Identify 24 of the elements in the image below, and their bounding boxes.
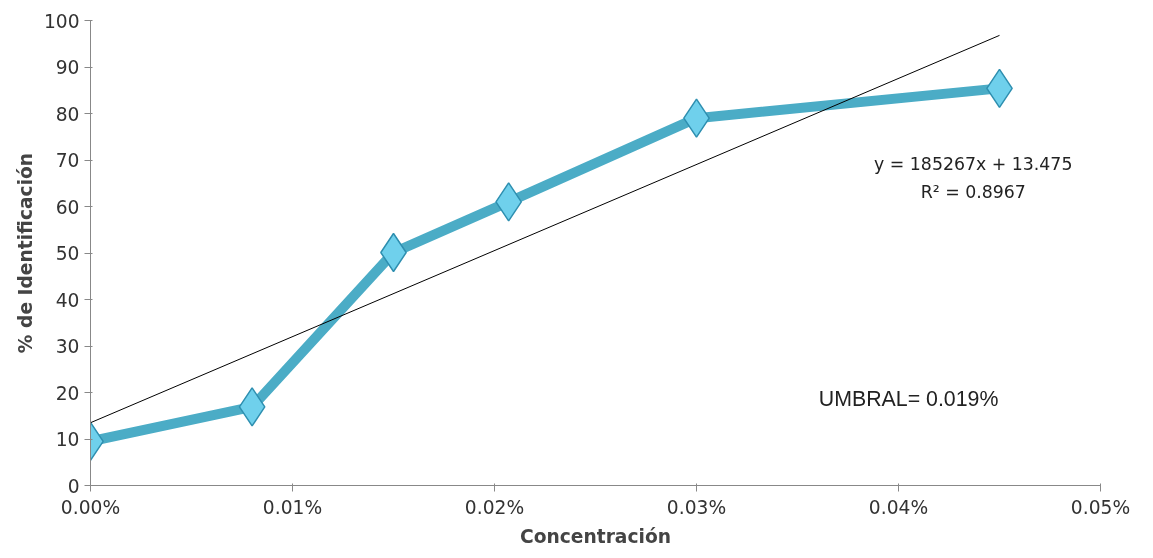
annotation: y = 185267x + 13.475	[874, 153, 1073, 174]
y-tick-label: 0	[67, 475, 80, 497]
x-tick-label: 0.04%	[868, 496, 929, 518]
point	[495, 182, 523, 222]
y-tick-label: 70	[55, 150, 80, 171]
annotation: UMBRAL= 0.019%	[818, 387, 999, 412]
y-tick-label: 100	[43, 10, 80, 32]
point	[238, 387, 266, 427]
y-tick-label: 60	[55, 196, 80, 218]
annotation: R² = 0.8967	[920, 181, 1026, 202]
y-tick-label: 10	[55, 429, 80, 450]
x-axis-title: Concentración	[519, 525, 672, 547]
x-tick-label: 0.01%	[262, 496, 323, 518]
x-tick-label: 0.02%	[464, 496, 525, 518]
y-tick-label: 30	[55, 336, 80, 357]
x-tick-label: 0.03%	[666, 496, 727, 518]
x-tick-label: 0.00%	[60, 496, 121, 518]
y-tick-label: 50	[55, 243, 80, 264]
y-tick-label: 40	[55, 289, 80, 311]
y-axis-title: % de Identificación	[14, 152, 36, 354]
y-tick-label: 80	[55, 103, 80, 125]
x-tick-label: 0.05%	[1070, 496, 1131, 518]
y-tick-label: 90	[55, 57, 80, 78]
y-tick-label: 20	[55, 382, 80, 404]
